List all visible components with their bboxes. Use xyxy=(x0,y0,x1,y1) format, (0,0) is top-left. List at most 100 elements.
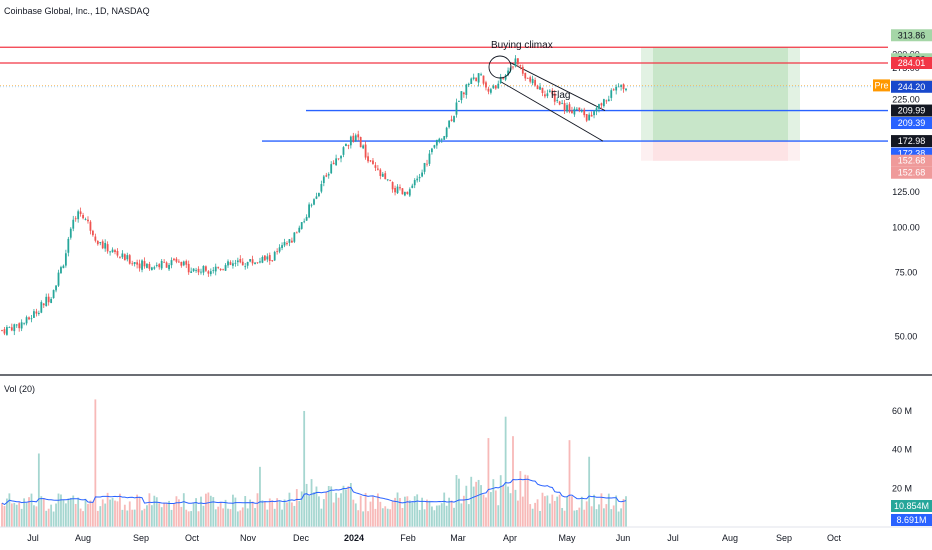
volume-bar xyxy=(163,502,166,527)
candle-body xyxy=(386,179,389,181)
premarket-tag-label: Pre xyxy=(874,80,888,90)
volume-bar xyxy=(177,499,180,527)
candle-body xyxy=(227,261,229,266)
volume-bar xyxy=(617,511,620,527)
volume-bar xyxy=(94,399,97,527)
candle-body xyxy=(607,99,610,102)
candle-body xyxy=(20,322,23,329)
price-tag-bg xyxy=(891,104,932,117)
candle-body xyxy=(146,263,148,268)
candle-body xyxy=(13,324,16,332)
volume-bar xyxy=(320,508,323,527)
volume-bar xyxy=(290,502,293,527)
candle-body xyxy=(99,242,102,244)
candle-body xyxy=(566,105,568,112)
price-tag: 172.98 xyxy=(891,135,932,148)
volume-bar xyxy=(168,500,170,527)
candle-body xyxy=(335,158,338,166)
volume-bar xyxy=(548,503,551,527)
candle-body xyxy=(158,264,161,268)
volume-bar xyxy=(605,504,608,527)
long-position-tool[interactable] xyxy=(641,47,800,161)
flag-channel[interactable] xyxy=(500,62,606,142)
volume-bar xyxy=(423,509,426,527)
time-axis[interactable]: Jul Aug Sep Oct Nov Dec 2024 Feb Mar Apr May Jun Jul… xyxy=(27,533,841,543)
candle-body xyxy=(104,242,107,249)
volume-bar xyxy=(396,492,399,527)
volume-bar xyxy=(185,509,188,527)
candle-body xyxy=(507,70,509,76)
candle-body xyxy=(379,169,382,176)
annotation-buying-climax[interactable]: Buying climax xyxy=(491,40,553,51)
candle-body xyxy=(494,85,497,89)
price-tag-label: 209.99 xyxy=(898,106,926,116)
time-tick-label: Feb xyxy=(400,533,416,543)
volume-bar xyxy=(254,508,256,527)
volume-bar xyxy=(379,501,382,527)
candle-body xyxy=(561,102,564,104)
candle-body xyxy=(600,103,603,106)
volume-bar xyxy=(524,474,527,527)
volume-bar xyxy=(8,493,11,527)
flag-upper-line[interactable] xyxy=(509,62,606,111)
volume-bar xyxy=(489,492,492,527)
volume-bar xyxy=(148,493,151,527)
volume-bar xyxy=(18,502,21,527)
volume-axis[interactable]: 20 M 40 M 60 M xyxy=(892,406,912,493)
volume-bar xyxy=(219,502,222,527)
volume-bar xyxy=(82,511,84,527)
candle-body xyxy=(15,324,18,326)
candle-body xyxy=(168,264,170,270)
volume-bar xyxy=(428,500,431,527)
volume-bar xyxy=(563,510,566,527)
loss-zone-inner[interactable] xyxy=(653,141,788,161)
price-tags: 313.86313.86284.01246.35Pre244.20209.992… xyxy=(873,29,932,179)
volume-bar xyxy=(114,500,116,527)
volume-bar xyxy=(342,485,345,527)
candle-body xyxy=(590,114,593,117)
candle-body xyxy=(123,254,126,261)
annotation-flag[interactable]: Flag xyxy=(551,90,570,101)
flag-lower-line[interactable] xyxy=(500,81,604,142)
volume-bar xyxy=(67,498,70,527)
time-tick-label: Sep xyxy=(133,533,149,543)
candle-body xyxy=(271,260,274,261)
candle-body xyxy=(347,145,350,147)
candle-body xyxy=(531,78,534,84)
candle-body xyxy=(340,155,342,159)
volume-bar xyxy=(622,498,625,527)
candle-body xyxy=(519,65,522,66)
volume-bar xyxy=(244,496,247,527)
volume-bar xyxy=(180,506,183,527)
candle-body xyxy=(381,173,384,177)
buying-climax-marker[interactable] xyxy=(488,55,512,79)
volume-bar xyxy=(190,511,193,527)
candle-body xyxy=(77,211,80,220)
candle-body xyxy=(197,268,200,273)
volume-bar xyxy=(160,507,163,527)
volume-bar xyxy=(232,494,234,527)
volume-bar xyxy=(411,502,414,527)
candle-body xyxy=(625,88,627,91)
volume-bar xyxy=(580,496,583,527)
volume-bar xyxy=(35,506,38,527)
volume-bar xyxy=(28,497,30,527)
candle-body xyxy=(403,191,406,196)
volume-bar xyxy=(42,498,45,527)
candle-body xyxy=(200,271,202,273)
price-tag: 244.20 xyxy=(891,80,932,93)
climax-circle[interactable] xyxy=(488,55,512,79)
candle-body xyxy=(6,327,8,335)
volume-bar xyxy=(322,499,325,527)
volume-bar xyxy=(512,436,514,527)
candle-body xyxy=(160,260,163,269)
candle-body xyxy=(318,193,320,197)
volume-bar xyxy=(502,485,505,527)
volume-tag-label: 10.854M xyxy=(894,501,929,511)
volume-bar xyxy=(354,503,357,527)
volume-bar xyxy=(372,496,374,527)
candle-body xyxy=(571,110,573,113)
candle-body xyxy=(283,242,286,246)
profit-zone-inner[interactable] xyxy=(653,47,788,142)
